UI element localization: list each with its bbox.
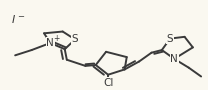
Text: −: − bbox=[17, 12, 24, 21]
Text: S: S bbox=[167, 34, 173, 44]
Text: N: N bbox=[46, 38, 54, 48]
Text: I: I bbox=[11, 15, 15, 25]
Text: Cl: Cl bbox=[103, 78, 113, 88]
Text: S: S bbox=[72, 34, 78, 44]
Text: N: N bbox=[170, 54, 178, 64]
Text: +: + bbox=[53, 34, 59, 43]
